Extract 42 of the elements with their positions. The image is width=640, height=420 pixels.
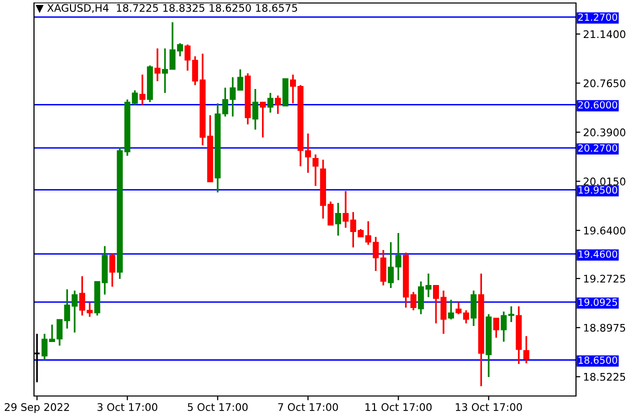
candlestick: [470, 290, 477, 327]
chart-title: ▼ XAGUSD,H4 18.7225 18.8325 18.6250 18.6575: [36, 4, 298, 13]
candlestick: [508, 305, 514, 323]
candlestick: [237, 68, 244, 92]
x-tick-label: 13 Oct 17:00: [456, 403, 522, 412]
ref-line-label: 19.4600: [578, 250, 618, 258]
candlestick: [230, 76, 236, 118]
ref-line-label: 21.2700: [578, 13, 618, 21]
candlestick: [252, 88, 258, 130]
candlestick: [493, 317, 500, 339]
y-tick-label: 20.0150: [584, 178, 626, 186]
candlestick: [500, 310, 507, 343]
y-tick-label: 19.2725: [584, 274, 626, 283]
candlestick: [448, 298, 454, 320]
y-tick-label: 20.7650: [584, 79, 626, 88]
ref-line-label: 20.6000: [578, 101, 618, 109]
candlestick: [335, 202, 342, 236]
candlestick: [372, 236, 379, 272]
candlestick: [139, 74, 146, 106]
candlestick: [109, 253, 116, 288]
x-tick-label: 3 Oct 17:00: [98, 403, 158, 412]
y-tick-label: 18.8975: [584, 324, 626, 332]
y-tick-label: 18.5225: [584, 372, 626, 381]
y-tick-label: 20.3900: [584, 128, 626, 136]
candlestick: [380, 249, 386, 286]
x-tick-label: 5 Oct 17:00: [188, 403, 248, 412]
candlestick: [154, 48, 160, 82]
x-tick-label: 29 Sep 2022: [4, 403, 69, 414]
candlestick: [523, 335, 530, 364]
y-tick-label: 21.1400: [584, 30, 626, 38]
candlestick: [260, 101, 266, 138]
ref-line-label: 19.0925: [578, 298, 617, 306]
y-tick-label: 19.6400: [584, 226, 626, 234]
x-tick-label: 11 Oct 17:00: [366, 403, 432, 412]
ref-line-label: 20.2700: [578, 144, 618, 152]
candlestick: [365, 220, 372, 246]
x-tick-label: 7 Oct 17:00: [278, 403, 338, 412]
ref-line-label: 19.9500: [578, 186, 618, 194]
candlestick: [274, 94, 281, 115]
candlestick: [267, 92, 274, 114]
ref-line-label: 18.6500: [578, 356, 618, 364]
candlestick: [312, 154, 319, 187]
